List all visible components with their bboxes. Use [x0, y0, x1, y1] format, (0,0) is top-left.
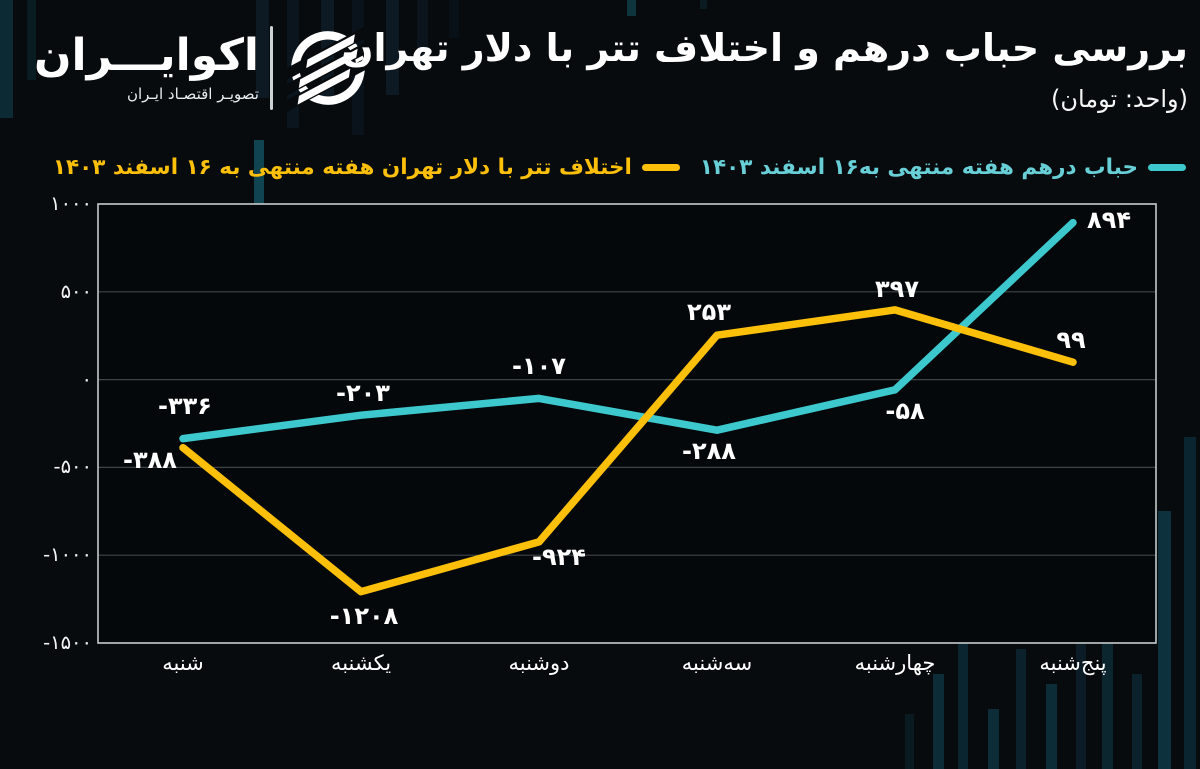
background-bar [1158, 511, 1171, 769]
legend-swatch [1148, 163, 1186, 171]
y-tick-label: -۵۰۰ [53, 455, 92, 478]
x-axis-label: یکشنبه [330, 651, 392, 675]
data-label: ۸۹۴ [1087, 206, 1131, 234]
chart-title: بررسی حباب درهم و اختلاف تتر با دلار تهر… [341, 26, 1188, 70]
data-label: -۱۰۷ [512, 352, 566, 380]
background-bar [1046, 684, 1057, 769]
background-bar [254, 140, 264, 208]
title-block: بررسی حباب درهم و اختلاف تتر با دلار تهر… [341, 26, 1188, 113]
x-axis-label: چهارشنبه [854, 651, 936, 675]
data-label: -۱۲۰۸ [329, 602, 399, 630]
legend-swatch [641, 163, 680, 171]
plot-area [98, 204, 1156, 643]
y-tick-label: ۵۰۰ [60, 280, 92, 303]
background-bar [1184, 437, 1196, 769]
background-bar [1076, 569, 1086, 769]
data-label: -۵۸ [885, 397, 925, 425]
y-tick-label: -۱۵۰۰ [43, 631, 92, 654]
plot-frame [97, 203, 1157, 644]
data-label: -۳۳۶ [158, 392, 212, 420]
chart-legend: حباب درهم هفته منتهی به۱۶ اسفند ۱۴۰۳ اختل… [53, 150, 1186, 184]
background-bar [905, 714, 914, 769]
legend-item: اختلاف تتر با دلار تهران هفته منتهی به ۱… [53, 155, 680, 180]
background-bar [1102, 627, 1113, 769]
data-label: ۹۹ [1056, 326, 1086, 354]
x-axis-label: سه‌شنبه [681, 651, 753, 675]
data-label: -۲۸۸ [682, 437, 736, 465]
background-bar [627, 0, 636, 16]
series-line-1 [179, 306, 1077, 596]
background-bar [1016, 649, 1026, 769]
y-tick-label: ۱۰۰۰ [50, 192, 92, 215]
logo-text-block: اکوایـــران تصویـر اقتصـاد ایـران [34, 29, 259, 104]
logo-separator [269, 26, 273, 110]
legend-label: اختلاف تتر با دلار تهران هفته منتهی به ۱… [52, 154, 632, 180]
background-bar [0, 0, 13, 118]
background-bar [386, 0, 399, 95]
ecoiran-logo-icon [283, 24, 372, 112]
legend-label: حباب درهم هفته منتهی به۱۶ اسفند ۱۴۰۳ [699, 154, 1138, 180]
background-bar [988, 709, 999, 769]
series-line-0 [179, 218, 1077, 443]
background-bar [700, 0, 707, 9]
data-label: -۲۰۳ [336, 379, 390, 407]
background-bar [449, 0, 459, 38]
y-tick-label: ۰ [81, 368, 92, 391]
background-bar [933, 674, 944, 769]
logo-brand: اکوایـــران [34, 29, 259, 81]
chart-unit-note: (واحد: تومان) [1050, 84, 1188, 113]
data-label: -۳۸۸ [123, 446, 177, 474]
background-bar [417, 0, 428, 64]
x-axis-label: پنج‌شنبه [1039, 651, 1107, 675]
y-tick-label: -۱۰۰۰ [43, 543, 92, 566]
background-bar [958, 564, 968, 769]
background-bar [27, 0, 36, 80]
legend-item: حباب درهم هفته منتهی به۱۶ اسفند ۱۴۰۳ [700, 155, 1186, 180]
data-label: -۹۲۴ [532, 543, 586, 571]
background-bar [256, 0, 269, 98]
x-axis-label: شنبه [162, 651, 204, 675]
data-label: ۲۵۳ [687, 298, 731, 326]
ecoiran-logo: اکوایـــران تصویـر اقتصـاد ایـران [34, 24, 372, 112]
background-bar [1132, 674, 1142, 769]
logo-tagline: تصویـر اقتصـاد ایـران [126, 85, 259, 104]
x-axis-label: دوشنبه [508, 651, 570, 675]
data-label: ۳۹۷ [875, 275, 919, 303]
